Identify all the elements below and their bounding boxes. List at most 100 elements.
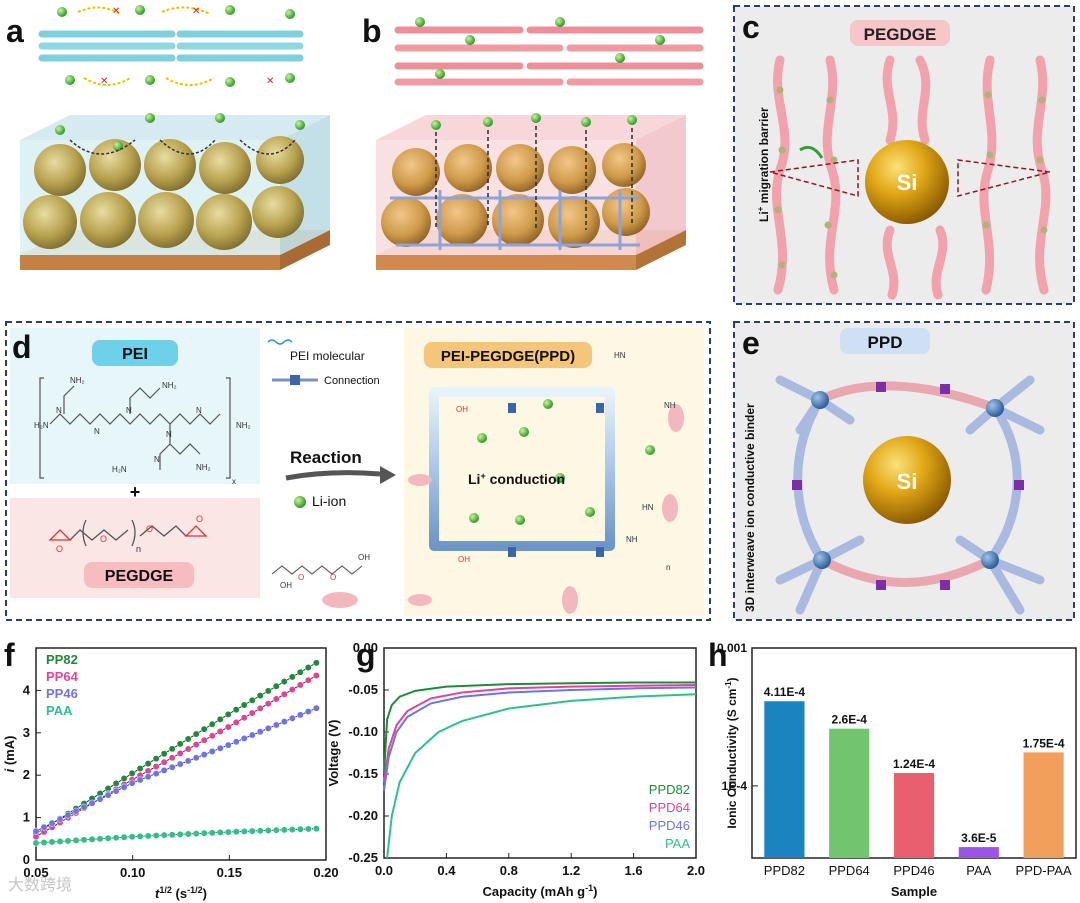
chart-f-point-PP82 bbox=[192, 730, 200, 738]
svg-text:H₂N: H₂N bbox=[112, 465, 127, 474]
panel-a-label: a bbox=[6, 13, 24, 49]
chart-f-point-PP64 bbox=[248, 709, 256, 717]
panel-a-ions-top: ✕ ✕ ✕ ✕ bbox=[57, 5, 295, 87]
panel-c-chains bbox=[772, 55, 1051, 300]
chart-f-point-PAA bbox=[152, 832, 160, 839]
chart-g-ytick-label: -0.25 bbox=[348, 850, 378, 865]
chart-f-point-PP46 bbox=[256, 728, 264, 736]
chart-g-xtick-label: 0.8 bbox=[500, 863, 518, 878]
svg-text:NH₂: NH₂ bbox=[70, 376, 85, 385]
chart-f-point-PAA bbox=[208, 829, 216, 837]
chart-f-point-PAA bbox=[280, 826, 288, 834]
chart-f-legend-PP82: PP82 bbox=[46, 652, 78, 667]
chart-f-point-PP46 bbox=[104, 791, 112, 799]
chart-f-point-PAA bbox=[312, 825, 320, 833]
chart-f-point-PP82 bbox=[304, 664, 312, 671]
chart-f-point-PP46 bbox=[160, 766, 168, 774]
chart-f-point-PP82 bbox=[168, 745, 176, 753]
chart-f-point-PP46 bbox=[48, 819, 56, 827]
chart-h-bar-PAA bbox=[958, 847, 999, 858]
panel-c-si-particle bbox=[865, 140, 949, 224]
chart-h-bar-PPD46 bbox=[893, 773, 935, 858]
chart-f-frame bbox=[35, 647, 327, 861]
panel-b-label: b bbox=[362, 13, 382, 49]
chart-g-xtick-label: 0.4 bbox=[437, 863, 456, 878]
panel-c-arrow bbox=[799, 145, 824, 159]
chart-f-point-PP46 bbox=[232, 738, 240, 746]
svg-text:OH: OH bbox=[358, 553, 370, 562]
chart-f-point-PP46 bbox=[120, 783, 128, 791]
chart-h-xtick-label: PAA bbox=[966, 863, 991, 878]
chart-f-point-PP46 bbox=[72, 807, 80, 815]
chart-f-point-PP64 bbox=[312, 672, 320, 680]
svg-text:O: O bbox=[100, 534, 107, 544]
panel-e-si-label: Si bbox=[897, 469, 918, 494]
chart-f-point-PP82 bbox=[224, 710, 232, 718]
chart-f-point-PP46 bbox=[88, 799, 96, 807]
chart-f-point-PP82 bbox=[296, 668, 304, 676]
chart-g-frame bbox=[383, 647, 697, 859]
chart-g-xtick-label: 2.0 bbox=[687, 863, 705, 878]
chart-f-point-PP82 bbox=[216, 715, 224, 723]
chart-f-point-PP64 bbox=[304, 676, 312, 684]
chart-f-point-PP64 bbox=[272, 695, 280, 703]
ppd-title: PEI-PEGDGE(PPD) bbox=[441, 348, 575, 365]
chart-f-point-PAA bbox=[256, 827, 264, 835]
chart-f-point-PAA bbox=[96, 835, 104, 843]
svg-text:O: O bbox=[146, 524, 153, 534]
chart-g-line-PPD64 bbox=[383, 683, 697, 783]
svg-text:O: O bbox=[196, 514, 203, 524]
chart-f-point-PP64 bbox=[152, 763, 160, 771]
chart-f-point-PP82 bbox=[112, 780, 120, 787]
panel-e-links bbox=[792, 382, 1024, 590]
chart-f-point-PP64 bbox=[288, 686, 296, 694]
chart-h-data-label: 1.75E-4 bbox=[1023, 736, 1065, 750]
chart-f-point-PAA bbox=[112, 834, 120, 842]
chart-f-point-PAA bbox=[200, 829, 208, 837]
chart-g-ylabel: Voltage (V) bbox=[326, 720, 341, 787]
chart-f-xtick-label: 0.15 bbox=[217, 865, 242, 880]
ppd-connections bbox=[508, 403, 604, 557]
chart-f-point-PP64 bbox=[144, 767, 152, 775]
svg-text:OH: OH bbox=[456, 405, 468, 414]
panel-a: a ✕ ✕ ✕ ✕ bbox=[6, 5, 330, 270]
chart-f-point-PP64 bbox=[280, 690, 288, 698]
chart-g-line-PAA bbox=[386, 693, 697, 859]
chart-f-point-PP82 bbox=[160, 750, 168, 758]
chart-f-point-PP46 bbox=[64, 811, 72, 819]
panel-b: b bbox=[362, 13, 704, 270]
chart-f-point-PP46 bbox=[136, 776, 144, 784]
pei-structure bbox=[39, 377, 231, 479]
chart-f-point-PAA bbox=[64, 837, 72, 845]
svg-text:✕: ✕ bbox=[112, 6, 120, 17]
chart-f-point-PP46 bbox=[240, 734, 248, 742]
panel-b-fibers bbox=[394, 17, 704, 86]
chart-g-ytick-label: -0.10 bbox=[348, 724, 378, 739]
chart-f-point-PAA bbox=[176, 830, 184, 838]
chart-f-point-PP46 bbox=[192, 754, 200, 762]
chart-f-ytick-label: 3 bbox=[23, 725, 30, 740]
chart-f: f 0.05 0.10 0.15 0.20 0 1 2 3 4 t1/2 (s-1/2) i (mA… bbox=[2, 637, 339, 901]
pei-labels: NH₂ N H₂N N N NH₂ N N NH₂ H₂N N NH₂ x bbox=[34, 376, 251, 486]
chart-f-point-PP46 bbox=[56, 815, 64, 823]
svg-text:NH₂: NH₂ bbox=[162, 381, 177, 390]
chart-f-point-PP46 bbox=[176, 760, 184, 768]
pegdge-title: PEGDGE bbox=[105, 568, 174, 585]
chart-f-ylabel: i (mA) bbox=[2, 736, 17, 773]
chart-f-point-PP46 bbox=[208, 747, 216, 755]
chart-f-point-PP64 bbox=[264, 700, 272, 708]
panel-b-particles bbox=[381, 143, 650, 248]
chart-f-point-PAA bbox=[192, 830, 200, 838]
chart-f-point-PP46 bbox=[272, 721, 280, 729]
chart-f-point-PAA bbox=[288, 826, 296, 834]
panel-a-ions-block bbox=[55, 113, 305, 155]
chart-f-xtick-label: 0.05 bbox=[23, 865, 48, 880]
chart-f-point-PAA bbox=[184, 830, 192, 838]
chart-f-point-PP64 bbox=[240, 714, 248, 722]
chart-h-data-label: 2.6E-4 bbox=[832, 713, 868, 727]
chart-f-point-PAA bbox=[32, 839, 40, 847]
chart-f-point-PP82 bbox=[240, 701, 248, 709]
svg-text:NH₂: NH₂ bbox=[196, 463, 211, 472]
chart-f-point-PAA bbox=[168, 831, 176, 839]
svg-text:N: N bbox=[126, 406, 132, 415]
